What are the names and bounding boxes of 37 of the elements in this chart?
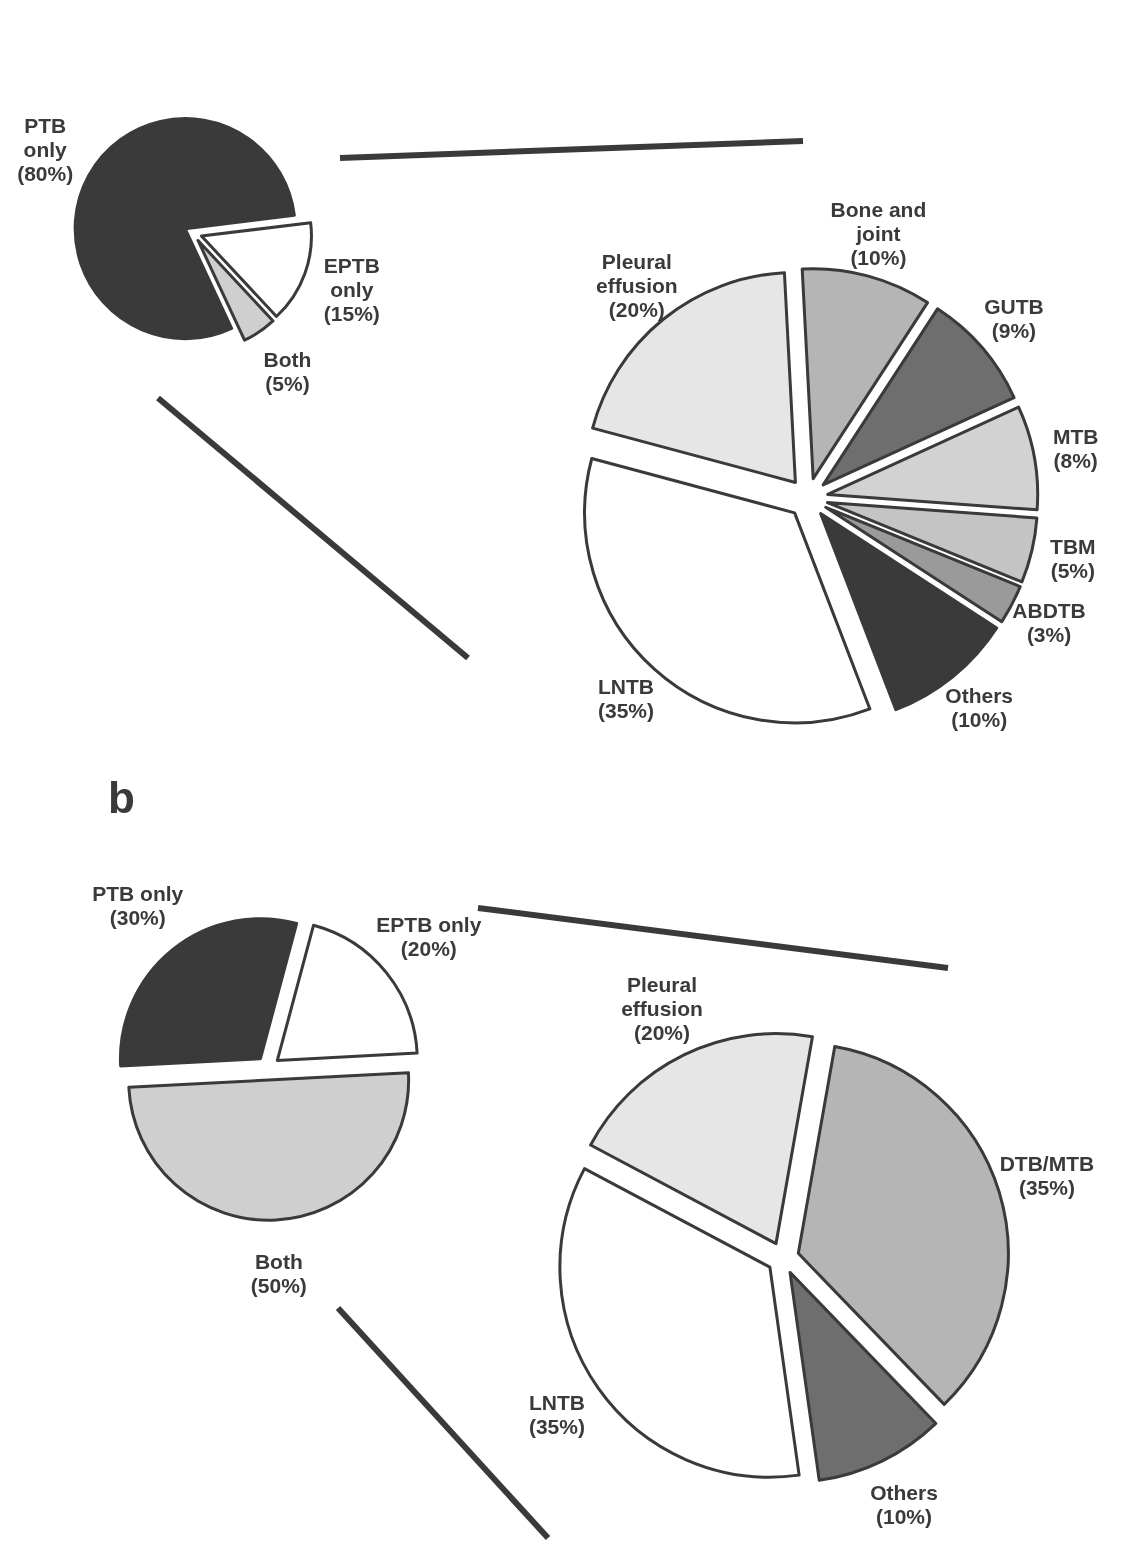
data-label: (35%)	[597, 699, 655, 723]
data-label: (5%)	[265, 372, 310, 396]
data-label: (15%)	[323, 301, 380, 325]
data-label: (35%)	[528, 1415, 585, 1439]
data-label: (20%)	[400, 936, 457, 960]
data-label: (8%)	[1053, 448, 1098, 472]
data-label: (9%)	[991, 319, 1037, 343]
data-label: (3%)	[1026, 623, 1072, 647]
slice-label: MTB	[1052, 424, 1099, 448]
slice-label: GUTB	[984, 295, 1044, 319]
slice-label: Others	[870, 1481, 938, 1505]
data-label: (35%)	[1018, 1176, 1075, 1200]
slice-label: Pleural effusion	[621, 972, 703, 1020]
slice-label: LNTB	[598, 675, 654, 699]
data-label: (10%)	[875, 1505, 933, 1529]
data-label: (30%)	[109, 906, 166, 930]
chart-title: b	[108, 773, 135, 822]
data-label: (80%)	[17, 162, 74, 186]
slice-label: Both	[263, 348, 312, 372]
slice-label: Pleural effusion	[595, 249, 678, 297]
slice-label: Both	[254, 1249, 303, 1273]
data-label: (10%)	[850, 246, 907, 270]
slice-label: DTB/MTB	[999, 1152, 1095, 1176]
slice-label: LNTB	[528, 1391, 585, 1415]
slice-label: ABDTB	[1012, 599, 1086, 623]
slice-label: Others	[945, 684, 1014, 708]
slice-label: PTB only	[92, 882, 184, 906]
slice-label: TBM	[1050, 535, 1096, 559]
data-label: (20%)	[608, 297, 665, 321]
slice-label: EPTB only	[323, 253, 380, 301]
data-label: (10%)	[951, 708, 1008, 732]
data-label: (5%)	[1050, 559, 1095, 583]
slice-label: PTB only	[23, 114, 68, 162]
slice-label: EPTB only	[376, 912, 482, 936]
data-label: (50%)	[250, 1273, 307, 1297]
slice-label: Bone and joint	[830, 198, 927, 246]
data-label: (20%)	[633, 1020, 691, 1044]
